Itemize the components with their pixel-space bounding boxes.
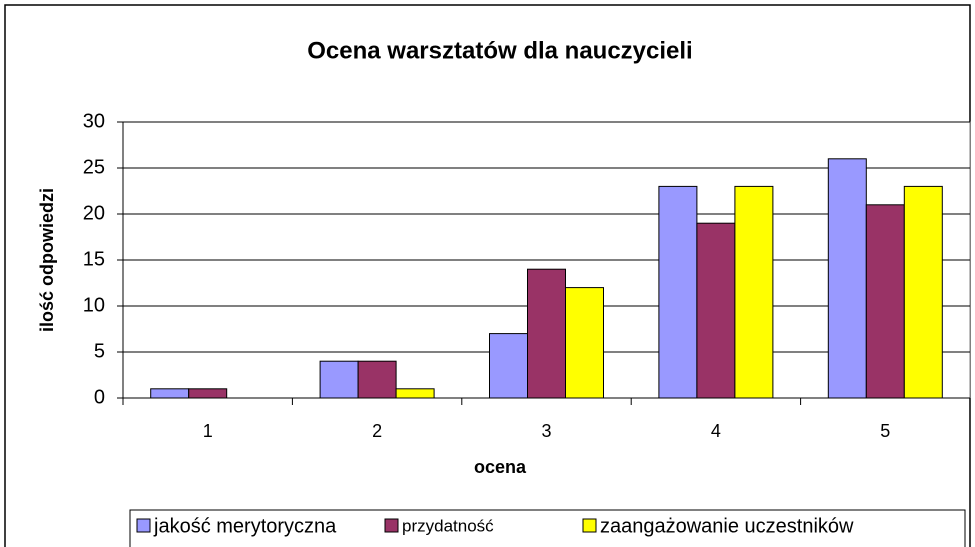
x-tick-label: 5 (880, 421, 890, 441)
bar (658, 185, 698, 399)
legend-swatch (136, 518, 151, 533)
bar (734, 185, 774, 399)
x-tick-label: 3 (541, 421, 551, 441)
bar (696, 222, 736, 399)
y-tick-label: 15 (83, 248, 105, 270)
bar (903, 185, 943, 399)
bar (319, 360, 359, 399)
x-tick-label: 4 (711, 421, 721, 441)
bar (527, 268, 566, 399)
bar (827, 158, 867, 399)
x-tick-label: 2 (372, 421, 382, 441)
x-tick-label: 1 (203, 421, 213, 441)
y-tick-label: 5 (94, 340, 105, 362)
chart-title: Ocena warsztatów dla nauczycieli (307, 37, 692, 64)
legend-label: jakość merytoryczna (153, 515, 337, 537)
x-axis-label: ocena (474, 457, 527, 477)
y-axis-label: ilość odpowiedzi (37, 188, 57, 332)
y-tick-label: 20 (83, 202, 105, 224)
legend-swatch (582, 518, 597, 533)
bar (150, 388, 190, 399)
bar (489, 333, 528, 399)
y-tick-label: 0 (94, 386, 105, 408)
legend (129, 509, 966, 547)
legend-label: przydatność (402, 516, 494, 535)
bar (188, 388, 228, 399)
legend-label: zaangażowanie uczestników (600, 515, 854, 537)
y-tick-label: 30 (83, 110, 105, 132)
bar (865, 204, 905, 399)
bar (565, 287, 604, 399)
legend-swatch (384, 518, 399, 533)
bar (395, 388, 435, 399)
bar (357, 360, 397, 399)
y-tick-label: 25 (83, 156, 105, 178)
y-tick-label: 10 (83, 294, 105, 316)
